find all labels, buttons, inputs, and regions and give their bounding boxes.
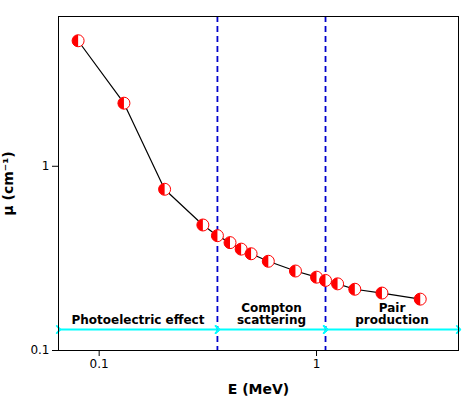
svg-text:μ (cm⁻¹): μ (cm⁻¹) — [0, 151, 16, 215]
svg-text:E (MeV): E (MeV) — [228, 381, 290, 396]
svg-text:0.1: 0.1 — [30, 343, 49, 357]
svg-text:Comptonscattering: Comptonscattering — [237, 301, 306, 327]
svg-text:0.1: 0.1 — [90, 357, 109, 371]
svg-text:Photoelectric effect: Photoelectric effect — [71, 313, 204, 327]
svg-text:Pairproduction: Pairproduction — [355, 301, 429, 327]
svg-text:1: 1 — [313, 357, 321, 371]
svg-text:1: 1 — [42, 159, 50, 173]
